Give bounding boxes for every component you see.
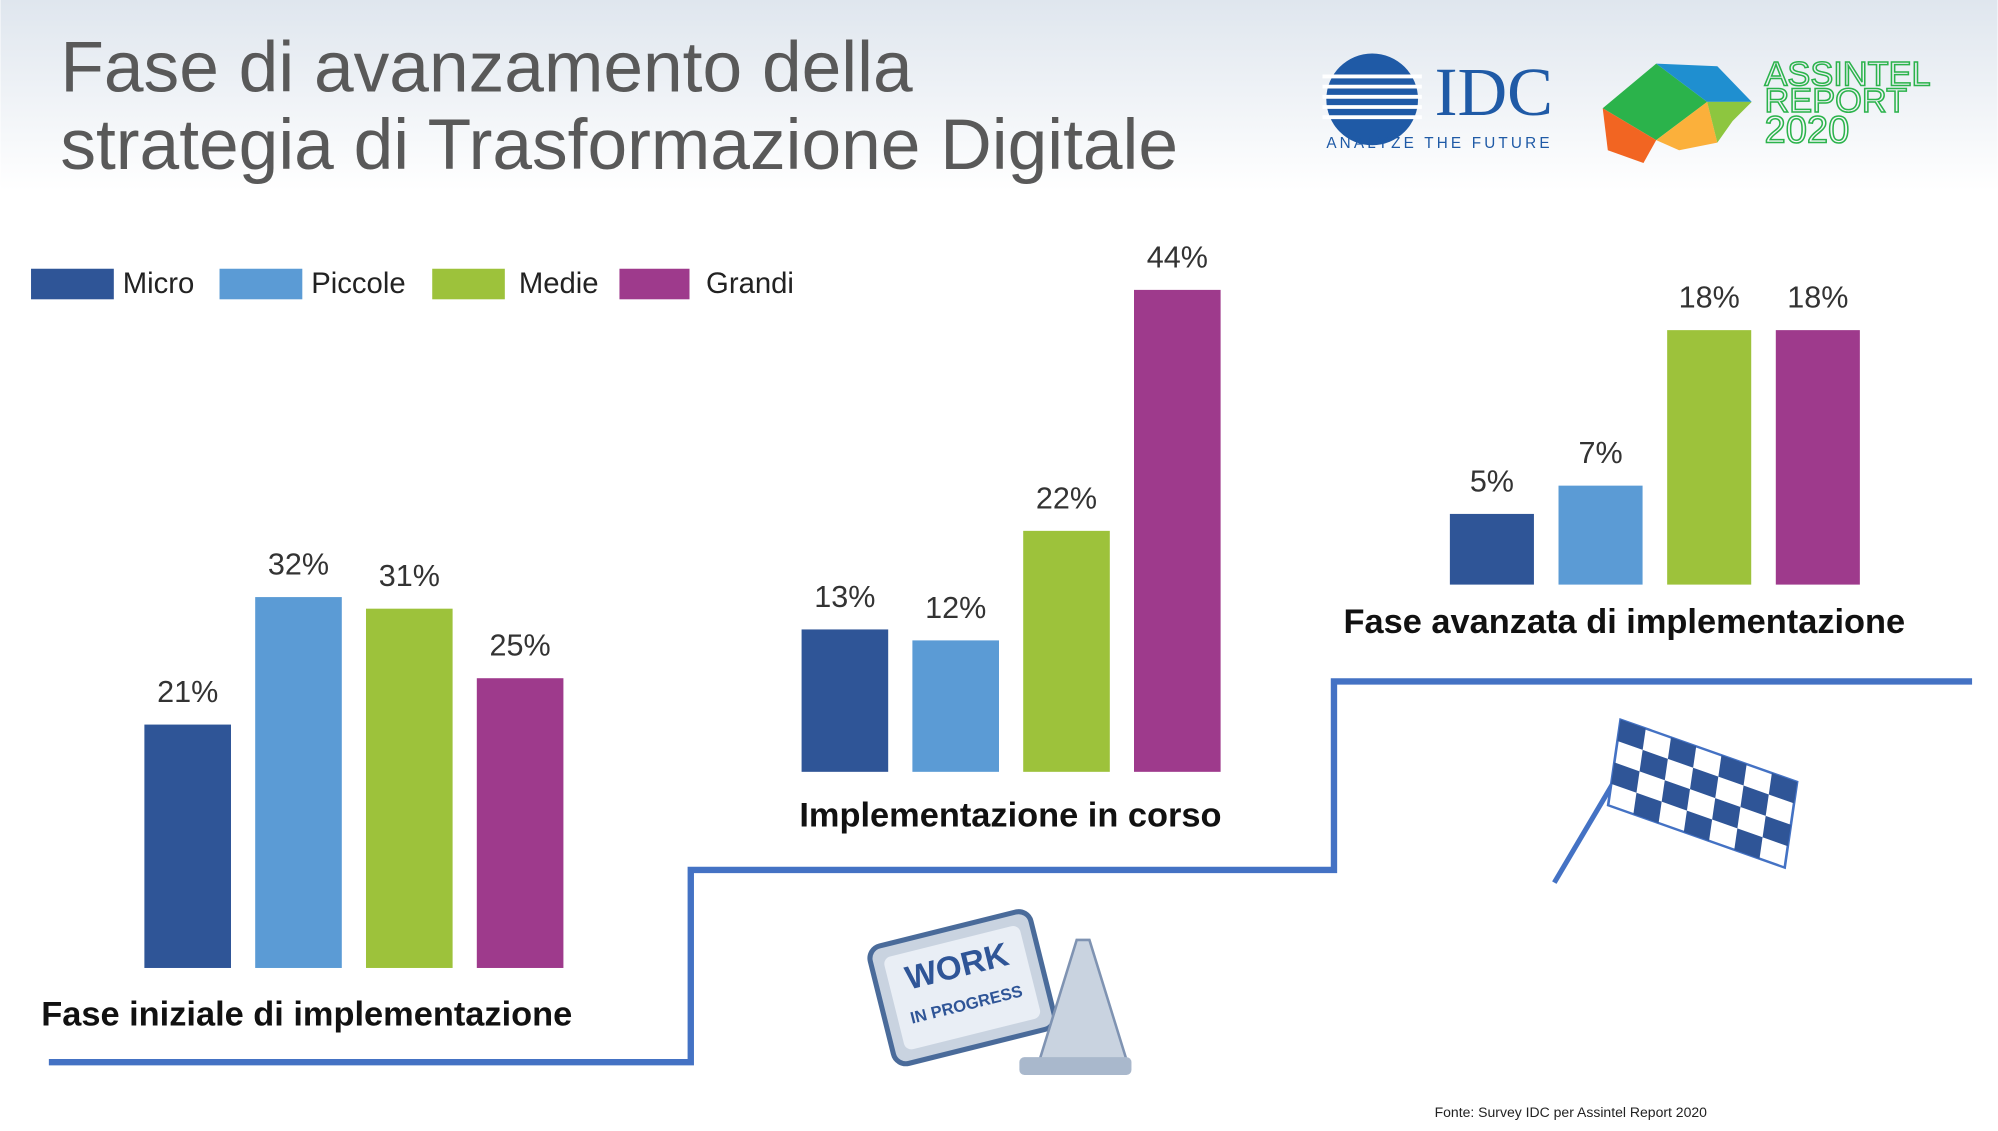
value-label: 13% — [814, 580, 875, 614]
bar — [1558, 485, 1643, 585]
bar — [912, 640, 999, 772]
value-label: 44% — [1147, 240, 1208, 274]
category-label: Fase iniziale di implementazione — [41, 995, 572, 1033]
bar — [1667, 330, 1752, 585]
value-label: 18% — [1787, 281, 1848, 315]
idc-text: IDC — [1435, 54, 1553, 130]
chart-title: Fase di avanzamento della — [60, 27, 913, 107]
category-label: Fase avanzata di implementazione — [1344, 603, 1906, 641]
value-label: 22% — [1036, 481, 1097, 515]
assintel-logo: ASSINTEL REPORT 2020 — [1602, 55, 1931, 164]
legend-swatch — [31, 268, 114, 300]
legend-swatch — [619, 268, 690, 300]
bar — [144, 724, 231, 968]
work-in-progress-icon: WORK IN PROGRESS — [867, 909, 1132, 1075]
assintel-text: ASSINTEL — [1764, 55, 1930, 93]
legend-label: Piccole — [311, 267, 405, 300]
source-note: Fonte: Survey IDC per Assintel Report 20… — [1435, 1104, 1708, 1120]
legend-swatch — [432, 268, 505, 300]
category-label: Implementazione in corso — [799, 797, 1221, 835]
assintel-text: REPORT — [1764, 82, 1907, 120]
value-label: 21% — [157, 675, 218, 709]
assintel-text: 2020 — [1764, 109, 1849, 152]
bar — [1023, 530, 1110, 772]
bar — [476, 678, 564, 968]
legend-label: Micro — [123, 267, 195, 300]
bar — [1775, 330, 1860, 585]
idc-logo: IDC ANALYZE THE FUTURE — [1322, 53, 1553, 152]
value-label: 32% — [268, 548, 329, 582]
bar — [365, 608, 453, 968]
value-label: 12% — [925, 591, 986, 625]
value-label: 31% — [379, 559, 440, 593]
value-label: 5% — [1470, 464, 1514, 498]
checkered-flag — [1552, 717, 1799, 884]
legend-label: Grandi — [706, 267, 794, 300]
value-label: 18% — [1679, 281, 1740, 315]
bar — [255, 597, 342, 968]
bar — [801, 629, 889, 772]
legend-label: Medie — [519, 267, 599, 300]
idc-tagline: ANALYZE THE FUTURE — [1326, 135, 1552, 152]
staircase — [48, 678, 1973, 1066]
bar — [1134, 289, 1221, 772]
value-label: 25% — [490, 629, 551, 663]
value-label: 7% — [1578, 436, 1622, 470]
legend-swatch — [219, 268, 303, 300]
chart-title: strategia di Trasformazione Digitale — [60, 105, 1178, 185]
bar — [1449, 513, 1534, 585]
